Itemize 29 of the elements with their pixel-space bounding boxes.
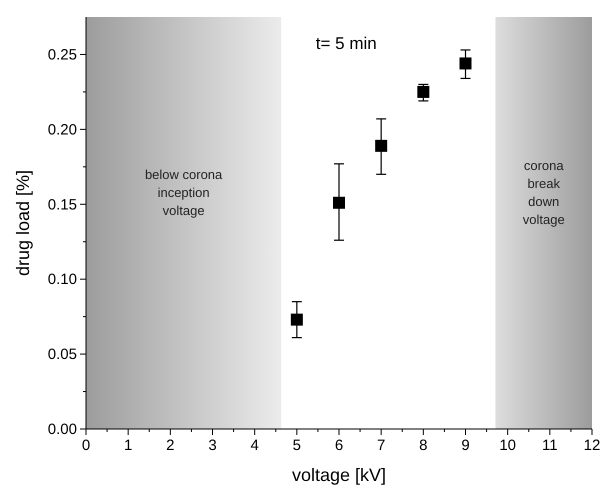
y-tick-label: 0.20 <box>48 121 77 138</box>
x-tick-label: 1 <box>124 437 132 454</box>
x-tick-label: 5 <box>292 437 302 454</box>
x-tick-label: 12 <box>584 437 600 454</box>
x-tick-label: 10 <box>499 437 516 454</box>
point <box>333 196 345 209</box>
band-label: below corona inception voltage <box>144 166 224 218</box>
x-tick-label: 0 <box>82 437 90 454</box>
x-axis-title: voltage [kV] <box>292 465 386 485</box>
y-tick-label: 0.10 <box>48 271 77 288</box>
x-tick-label: 8 <box>419 437 428 454</box>
annotation: t= 5 min <box>316 34 377 53</box>
y-axis-title: drug load [%] <box>13 170 33 276</box>
x-tick-label: 6 <box>334 437 344 454</box>
y-tick-label: 0.25 <box>48 46 77 64</box>
x-tick-label: 2 <box>166 437 175 454</box>
x-tick-label: 3 <box>208 437 217 454</box>
point <box>290 314 303 326</box>
point <box>375 140 388 152</box>
x-tick-label: 9 <box>461 437 470 454</box>
x-tick-label: 7 <box>376 437 386 454</box>
x-tick-label: 4 <box>250 437 259 454</box>
band-label: corona break down voltage <box>522 158 565 227</box>
point <box>460 57 472 70</box>
point <box>417 86 430 98</box>
y-tick-label: 0.05 <box>48 346 77 364</box>
x-tick-label: 11 <box>542 437 558 454</box>
y-tick-label: 0.15 <box>48 196 77 214</box>
y-tick-label: 0.00 <box>48 421 77 438</box>
